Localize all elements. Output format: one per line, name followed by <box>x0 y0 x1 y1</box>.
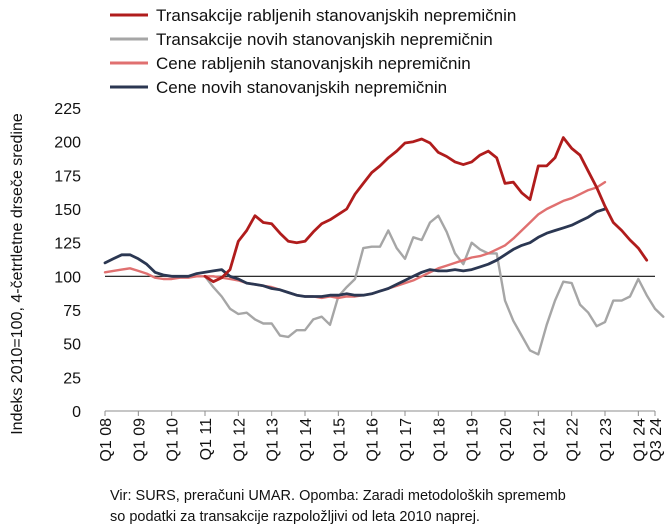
y-tick-label: 25 <box>63 370 81 387</box>
x-tick-label: Q1 15 <box>331 418 348 462</box>
y-tick-label: 100 <box>54 269 81 286</box>
x-axis: Q1 08 Q1 09 Q1 10 Q1 11 Q1 12 Q1 13 Q1 14 Q1 15… <box>98 410 665 462</box>
legend-label: Cene novih stanovanjskih nepremičnin <box>156 78 447 97</box>
y-tick-label: 75 <box>63 303 81 320</box>
legend-label: Cene rabljenih stanovanjskih nepremičnin <box>156 54 471 73</box>
x-tick-label: Q1 19 <box>465 418 482 462</box>
x-tick-label: Q1 24 <box>631 418 648 462</box>
x-tick-label: Q1 22 <box>565 418 582 462</box>
x-tick-label: Q1 12 <box>231 418 248 462</box>
x-tick-label: Q1 09 <box>131 418 148 462</box>
x-tick-label: Q1 23 <box>598 418 615 462</box>
y-axis: 0 25 50 75 100 125 150 175 200 225 <box>54 101 81 421</box>
y-tick-label: 225 <box>54 101 81 118</box>
x-tick-label: Q1 14 <box>298 418 315 462</box>
legend: Transakcije rabljenih stanovanjskih nepr… <box>110 6 516 97</box>
footnote-line-1: Vir: SURS, preračuni UMAR. Opomba: Zarad… <box>110 488 566 504</box>
x-tick-label: Q1 18 <box>431 418 448 462</box>
x-tick-label: Q1 17 <box>398 418 415 462</box>
y-tick-label: 50 <box>63 337 81 354</box>
x-tick-label: Q1 13 <box>265 418 282 462</box>
y-tick-label: 150 <box>54 202 81 219</box>
x-tick-label: Q1 11 <box>198 418 215 461</box>
x-tick-label: Q1 10 <box>165 418 182 462</box>
footnote-line-2: so podatki za transakcije razpoložljivi … <box>110 509 480 525</box>
x-tick-label: Q1 16 <box>365 418 382 462</box>
legend-label: Transakcije rabljenih stanovanjskih nepr… <box>156 6 516 25</box>
y-axis-label: Indeks 2010=100, 4-četrtletne drseče sre… <box>9 113 26 435</box>
series-line-4 <box>103 207 607 298</box>
series-line-2 <box>203 214 665 356</box>
y-tick-label: 200 <box>54 135 81 152</box>
x-tick-label: Q1 20 <box>498 418 515 462</box>
y-tick-label: 175 <box>54 168 81 185</box>
y-tick-label: 125 <box>54 236 81 253</box>
plot-area <box>103 136 665 356</box>
x-tick-label: Q3 24 <box>648 418 665 462</box>
x-tick-label: Q1 21 <box>531 418 548 462</box>
series-line-1 <box>203 136 649 284</box>
legend-label: Transakcije novih stanovanjskih nepremič… <box>156 30 493 49</box>
x-tick-label: Q1 08 <box>98 418 115 462</box>
y-tick-label: 0 <box>72 404 81 421</box>
